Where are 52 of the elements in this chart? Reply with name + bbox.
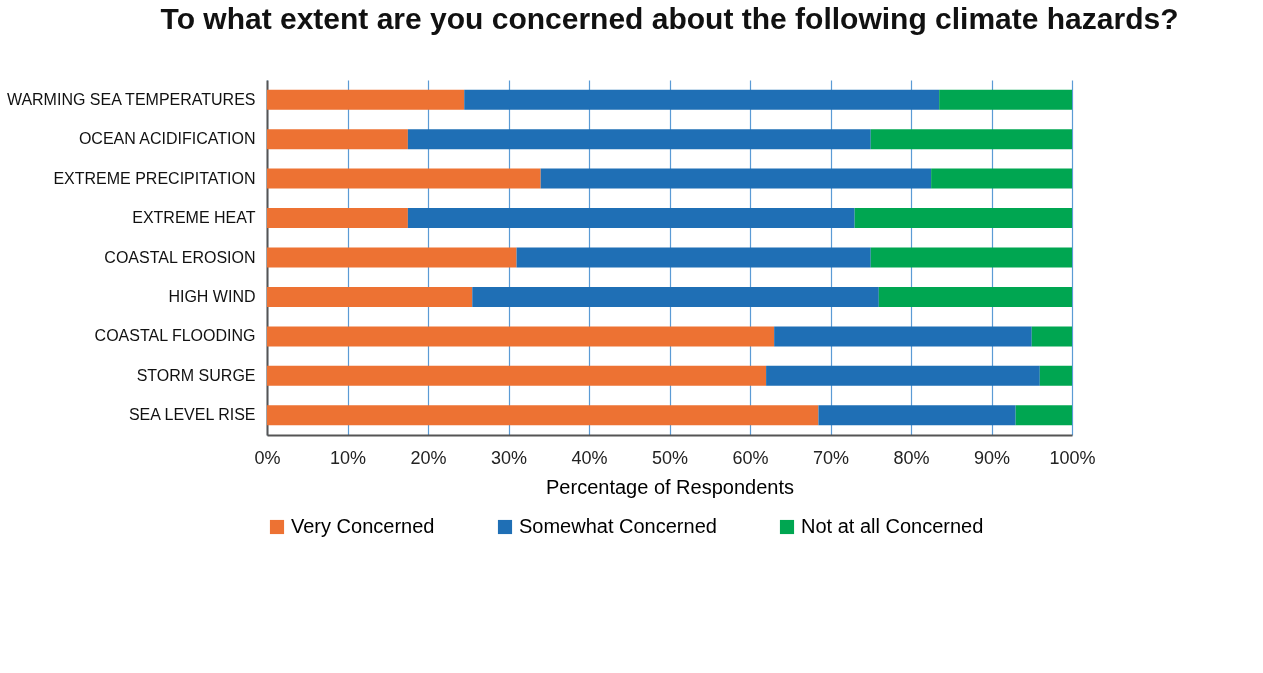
x-tick-label: 40%: [571, 447, 608, 468]
bar: [267, 208, 408, 229]
x-tick-label: 50%: [651, 447, 689, 468]
x-tick-label: 100%: [1049, 447, 1096, 468]
bar: [1015, 405, 1072, 426]
chart-title: To what extent are you concerned about the following climate hazards?: [160, 2, 1179, 35]
y-tick-label: COASTAL EROSION: [104, 248, 256, 266]
x-axis-title: Percentage of Respondents: [546, 475, 794, 498]
bar: [1031, 326, 1072, 347]
bar: [267, 89, 465, 110]
bar: [407, 129, 871, 150]
legend-label: Somewhat Concerned: [519, 515, 717, 537]
bar: [267, 326, 775, 347]
bar: [407, 208, 855, 229]
legend-label: Very Concerned: [291, 515, 435, 537]
x-tick-label: 60%: [732, 447, 769, 468]
x-tick-label: 30%: [490, 447, 528, 468]
y-tick-label: STORM SURGE: [136, 366, 256, 384]
bar: [267, 247, 517, 268]
bar: [766, 365, 1040, 386]
bar: [854, 208, 1072, 229]
bar: [267, 168, 541, 189]
y-tick-label: HIGH WIND: [168, 287, 256, 305]
bar: [931, 168, 1072, 189]
bar: [870, 129, 1072, 150]
bar: [1039, 365, 1072, 386]
x-tick-label: 80%: [893, 447, 930, 468]
x-tick-label: 10%: [329, 447, 367, 468]
bar: [267, 129, 408, 150]
bar: [878, 286, 1072, 307]
bar: [870, 247, 1072, 268]
bar: [267, 405, 819, 426]
bar: [472, 286, 879, 307]
x-tick-label: 70%: [812, 447, 850, 468]
bar: [464, 89, 940, 110]
bar: [939, 89, 1072, 110]
x-tick-label: 0%: [254, 447, 281, 468]
y-tick-label: SEA LEVEL RISE: [128, 406, 256, 424]
x-tick-label: 90%: [973, 447, 1011, 468]
bar: [540, 168, 932, 189]
bar: [267, 286, 473, 307]
bar: [516, 247, 871, 268]
y-tick-label: EXTREME HEAT: [132, 209, 256, 227]
y-tick-label: WARMING SEA TEMPERATURES: [6, 90, 256, 108]
y-tick-label: OCEAN ACIDIFICATION: [78, 130, 256, 148]
bar: [818, 405, 1016, 426]
bar: [267, 365, 767, 386]
x-tick-label: 20%: [410, 447, 447, 468]
y-tick-label: COASTAL FLOODING: [94, 327, 256, 345]
legend-label: Not at all Concerned: [801, 515, 984, 537]
y-tick-label: EXTREME PRECIPITATION: [53, 169, 256, 187]
bar: [774, 326, 1032, 347]
